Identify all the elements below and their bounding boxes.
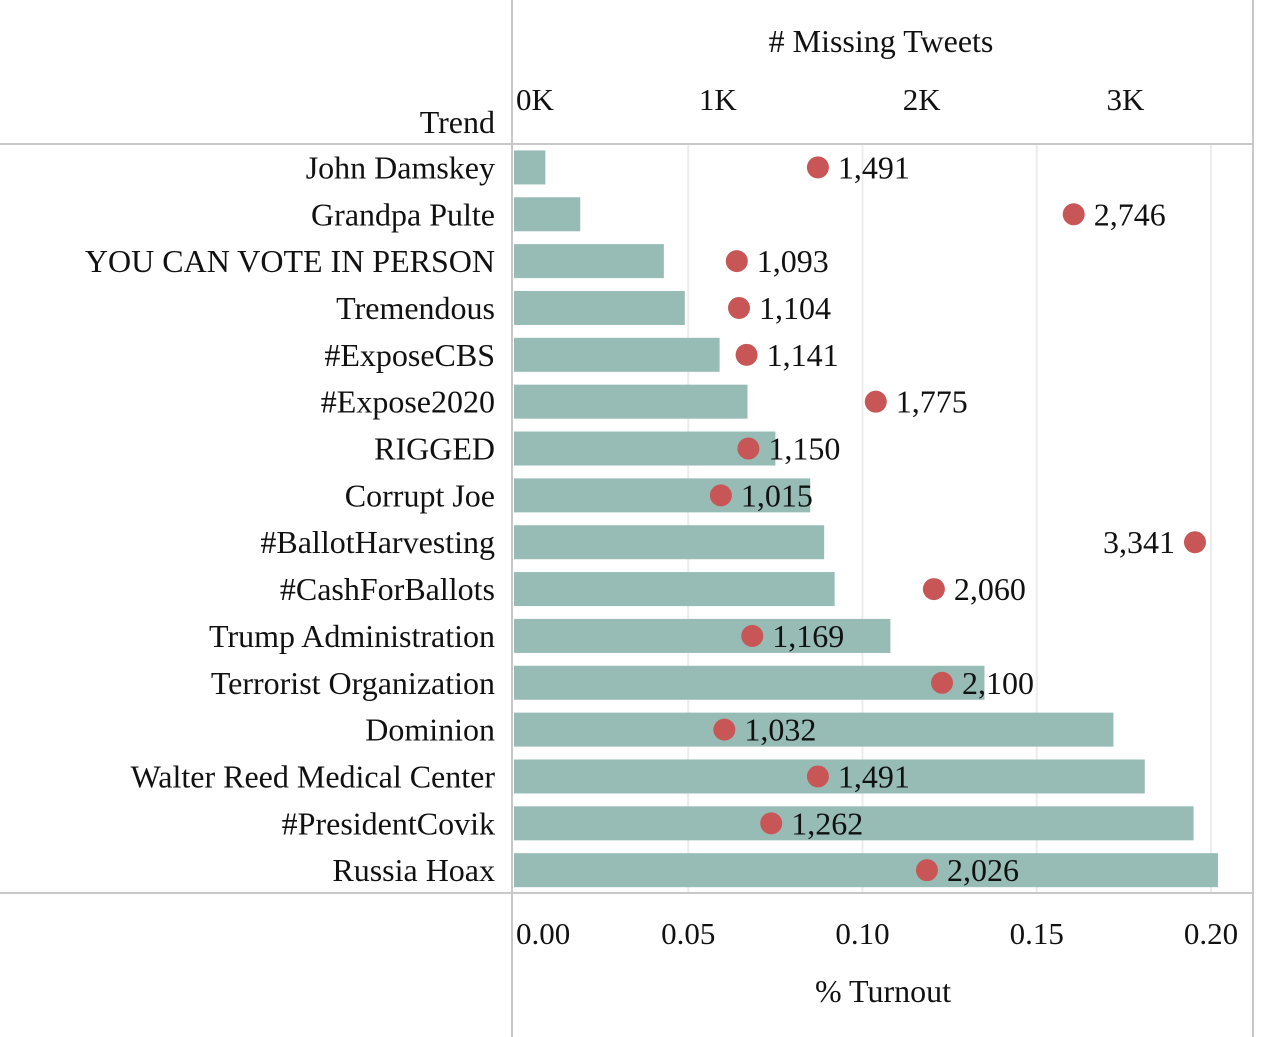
bar xyxy=(514,431,776,466)
dot xyxy=(728,296,751,319)
dot xyxy=(915,859,938,882)
dot-labels: 1,491 2,746 1,093 1,104 1,141 1,775 1,150 1,015… xyxy=(741,149,1175,888)
dot xyxy=(922,578,945,601)
bottom-tick-label: 0.20 xyxy=(1184,916,1238,951)
row-label: #Expose2020 xyxy=(321,384,495,420)
row-label: Corrupt Joe xyxy=(345,477,495,513)
row-label: RIGGED xyxy=(374,431,495,467)
dot xyxy=(725,250,748,273)
row-label: John Damskey xyxy=(306,149,495,185)
dots xyxy=(709,156,1206,882)
top-tick-label: 2K xyxy=(903,82,942,117)
dot-label: 1,775 xyxy=(896,384,968,420)
dot-label: 2,060 xyxy=(954,571,1026,607)
dot xyxy=(806,765,829,788)
row-label: Dominion xyxy=(365,712,495,748)
bar xyxy=(514,853,1218,888)
bar xyxy=(514,759,1145,794)
dot-label: 1,262 xyxy=(791,805,863,841)
dot-label: 1,150 xyxy=(768,431,840,467)
bar xyxy=(514,806,1194,841)
bar xyxy=(514,290,685,325)
top-axis-title: # Missing Tweets xyxy=(769,23,994,59)
dot-label: 1,141 xyxy=(767,337,839,373)
row-header: Trend xyxy=(420,104,495,140)
bottom-axis-title: % Turnout xyxy=(815,973,951,1009)
bar xyxy=(514,150,546,185)
bottom-tick-label: 0.00 xyxy=(516,916,570,951)
row-label: #BallotHarvesting xyxy=(260,524,495,560)
row-label: Russia Hoax xyxy=(332,852,495,888)
row-label: YOU CAN VOTE IN PERSON xyxy=(85,243,495,279)
bar xyxy=(514,478,811,513)
row-label: Grandpa Pulte xyxy=(311,196,495,232)
dot xyxy=(741,624,764,647)
bar xyxy=(514,712,1114,747)
dot-label: 3,341 xyxy=(1103,524,1175,560)
bar xyxy=(514,525,825,560)
dot-label: 1,104 xyxy=(759,290,831,326)
bar xyxy=(514,572,835,607)
bottom-tick-label: 0.15 xyxy=(1010,916,1064,951)
bar xyxy=(514,337,720,372)
row-label: Tremendous xyxy=(336,290,495,326)
bar xyxy=(514,665,985,700)
dot-label: 1,032 xyxy=(744,712,816,748)
dot-label: 1,015 xyxy=(741,477,813,513)
dot xyxy=(713,718,736,741)
dot xyxy=(1183,531,1206,554)
top-tick-label: 3K xyxy=(1107,82,1146,117)
dot xyxy=(737,437,760,460)
bottom-tick-label: 0.10 xyxy=(835,916,889,951)
row-label: #ExposeCBS xyxy=(324,337,495,373)
top-tick-label: 0K xyxy=(516,82,555,117)
dot xyxy=(806,156,829,179)
dot xyxy=(709,484,732,507)
dot-label: 1,491 xyxy=(838,758,910,794)
bar xyxy=(514,197,581,232)
dot-label: 2,100 xyxy=(962,665,1034,701)
dot-label: 1,093 xyxy=(757,243,829,279)
dot-label: 2,746 xyxy=(1094,196,1166,232)
bottom-axis-ticks: 0.00 0.05 0.10 0.15 0.20 xyxy=(516,916,1238,951)
dot xyxy=(931,671,954,694)
dot xyxy=(864,390,887,413)
bar xyxy=(514,244,664,279)
bottom-tick-label: 0.05 xyxy=(661,916,715,951)
bar xyxy=(514,618,891,653)
row-label: Walter Reed Medical Center xyxy=(131,758,496,794)
row-label: #CashForBallots xyxy=(280,571,495,607)
dot xyxy=(760,812,783,835)
row-labels: John Damskey Grandpa Pulte YOU CAN VOTE IN… xyxy=(85,149,495,888)
row-label: Terrorist Organization xyxy=(211,665,495,701)
bars xyxy=(514,150,1218,888)
top-tick-label: 1K xyxy=(699,82,738,117)
dot-label: 1,169 xyxy=(772,618,844,654)
row-label: #PresidentCovik xyxy=(282,805,495,841)
dot xyxy=(735,343,758,366)
dot-label: 1,491 xyxy=(838,149,910,185)
top-axis-ticks: 0K 1K 2K 3K xyxy=(516,82,1145,117)
row-label: Trump Administration xyxy=(209,618,495,654)
dot-label: 2,026 xyxy=(947,852,1019,888)
dot xyxy=(1062,203,1085,226)
bar xyxy=(514,384,748,419)
